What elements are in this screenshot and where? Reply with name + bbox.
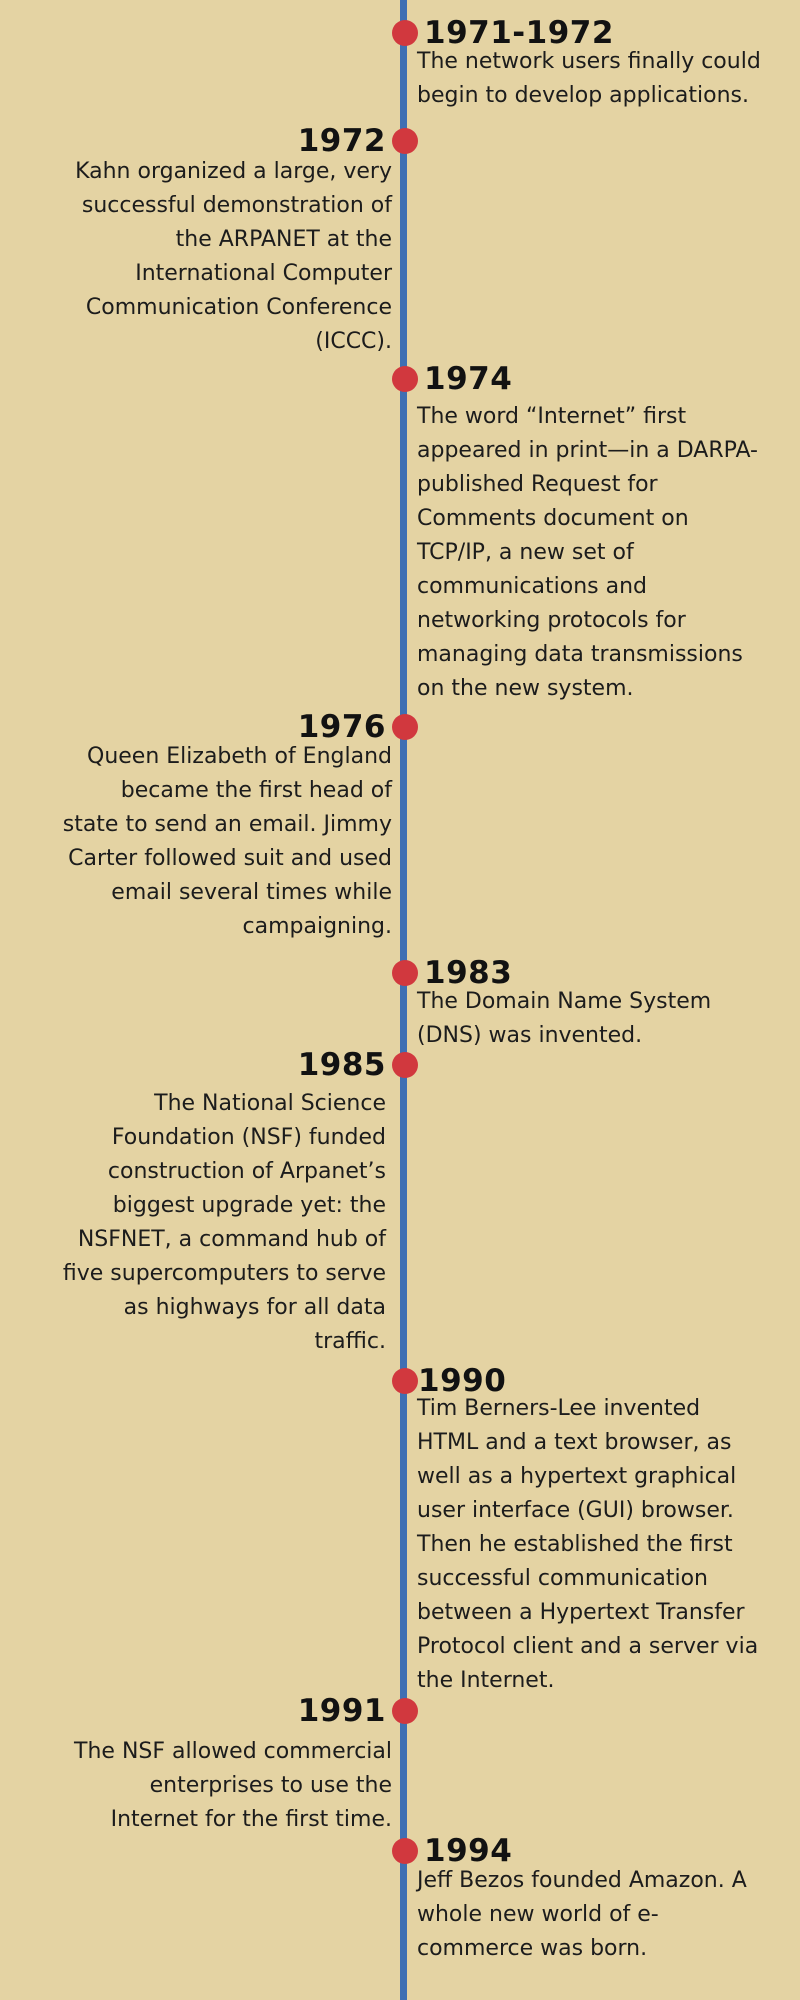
timeline-axis — [400, 0, 407, 2000]
event-year: 1990 — [418, 1363, 507, 1399]
event-description: Kahn organized a large, very successful … — [75, 159, 392, 354]
timeline-marker — [392, 960, 418, 986]
timeline-marker — [392, 1368, 418, 1394]
event-description: The Domain Name System (DNS) was invente… — [417, 989, 712, 1048]
timeline-marker — [392, 1052, 418, 1078]
event-description: Jeff Bezos founded Amazon. A whole new w… — [417, 1868, 747, 1961]
event-year: 1991 — [297, 1693, 386, 1729]
timeline-marker — [392, 366, 418, 392]
event-description: The National Science Foundation (NSF) fu… — [62, 1091, 386, 1354]
event-description: Queen Elizabeth of England became the fi… — [62, 744, 392, 939]
event-description: Tim Berners-Lee invented HTML and a text… — [417, 1396, 759, 1693]
event-year: 1976 — [297, 709, 386, 745]
event-year: 1985 — [297, 1047, 386, 1083]
timeline-marker — [392, 1838, 418, 1864]
event-year: 1974 — [424, 361, 513, 397]
event-year: 1972 — [297, 123, 386, 159]
event-description: The NSF allowed commercial enterprises t… — [74, 1739, 392, 1832]
timeline-marker — [392, 128, 418, 154]
event-year: 1983 — [424, 955, 513, 991]
event-description: The network users finally could begin to… — [417, 49, 761, 108]
timeline-marker — [392, 20, 418, 46]
event-year: 1971-1972 — [424, 15, 614, 51]
timeline-marker — [392, 1698, 418, 1724]
event-year: 1994 — [424, 1833, 513, 1869]
event-description: The word “Internet” first appeared in pr… — [417, 404, 758, 701]
timeline-marker — [392, 714, 418, 740]
